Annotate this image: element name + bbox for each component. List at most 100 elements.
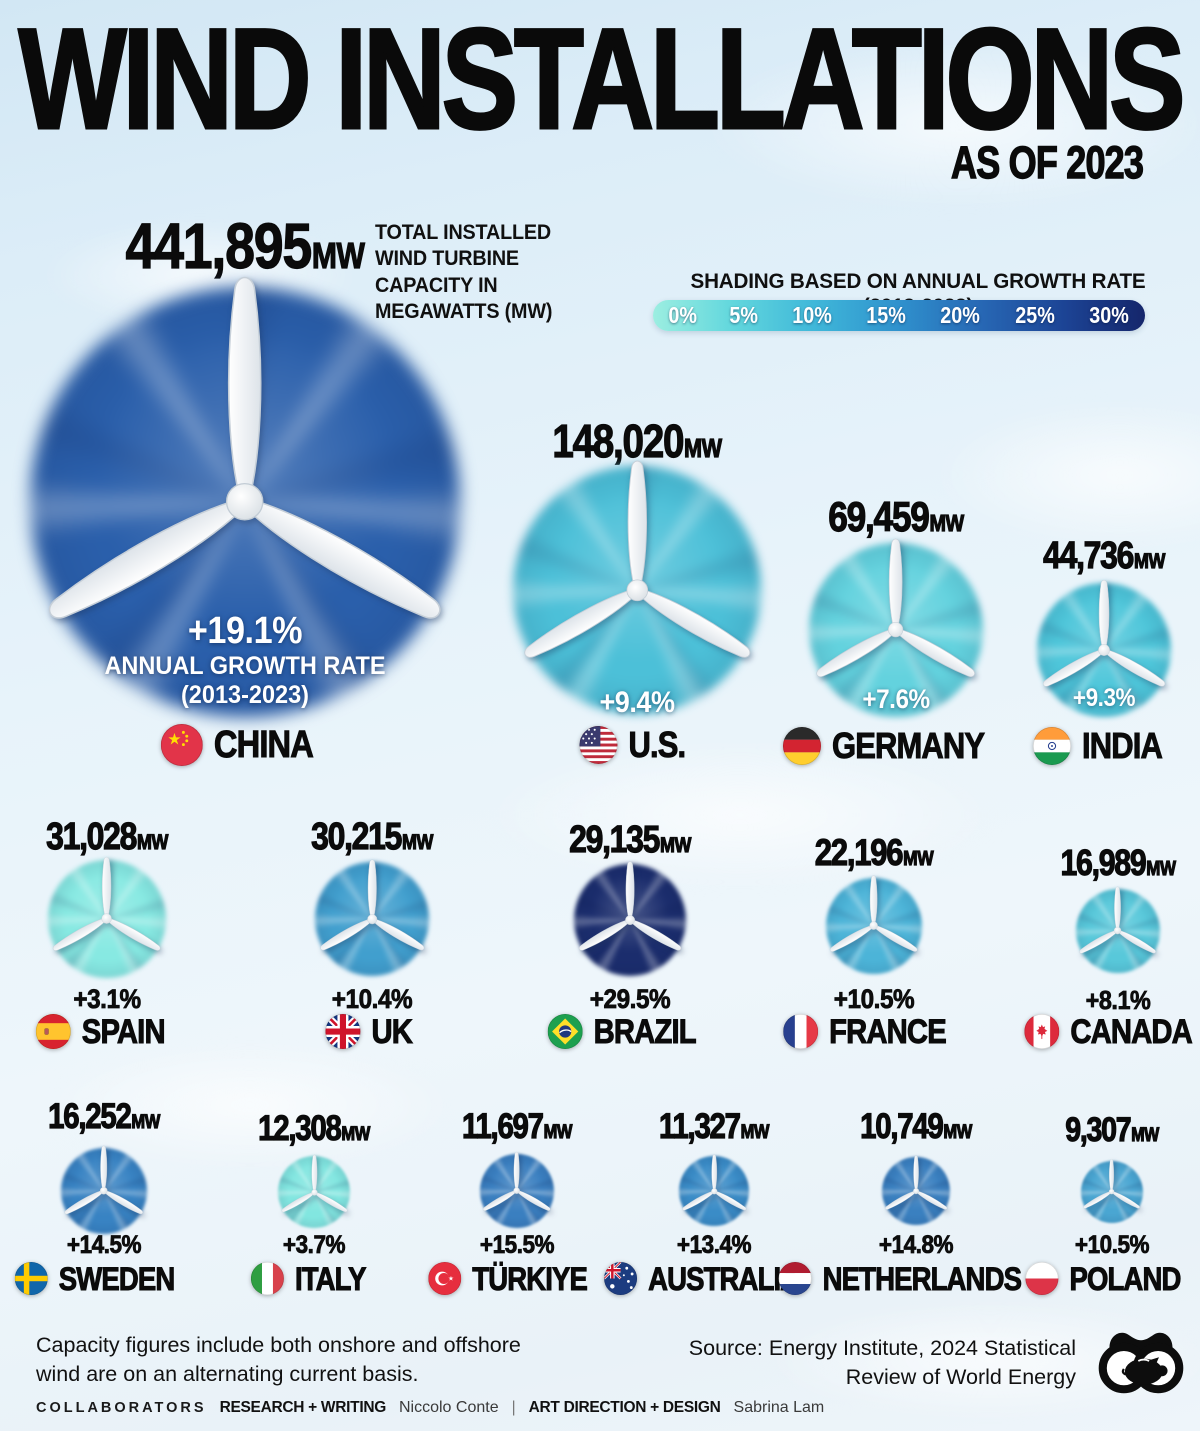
- country-tag: TÜRKIYE: [428, 1262, 605, 1295]
- country-tag: POLAND: [1025, 1262, 1198, 1295]
- growth-rate-color-scale: 0% 5% 10% 15% 20% 25% 30%: [653, 300, 1145, 331]
- capacity-annotation: TOTAL INSTALLED WIND TURBINE CAPACITY IN…: [375, 220, 553, 324]
- growth-rate: +3.7%: [282, 1231, 346, 1259]
- country-tag: ITALY: [250, 1260, 377, 1297]
- country-name: TÜRKIYE: [472, 1260, 588, 1297]
- country-name: CHINA: [213, 724, 314, 766]
- growth-rate: +8.1%: [1085, 985, 1151, 1015]
- flag-poland-icon: [1025, 1262, 1059, 1295]
- country-name: ITALY: [294, 1260, 367, 1297]
- country-tag: SPAIN: [35, 1012, 178, 1051]
- country-tag: FRANCE: [783, 1014, 965, 1049]
- flag-france-icon: [783, 1014, 819, 1049]
- footnote-line2: wind are on an alternating current basis…: [36, 1361, 419, 1386]
- source-line2: Review of World Energy: [845, 1364, 1076, 1389]
- flag-germany-icon: [782, 727, 821, 765]
- credit-role: RESEARCH + WRITING: [219, 1399, 387, 1416]
- capacity-value: 148,020MW: [552, 415, 723, 467]
- country-tag: BRAZIL: [547, 1014, 713, 1049]
- growth-rate: +15.5%: [479, 1231, 555, 1259]
- flag-india-icon: [1033, 727, 1071, 765]
- page-title: WIND INSTALLATIONS: [17, 0, 1186, 159]
- capacity-value: 11,327MW: [658, 1107, 770, 1146]
- country-tag: GERMANY: [782, 725, 1009, 766]
- growth-rate: +14.5%: [66, 1231, 142, 1259]
- collaborators-row: COLLABORATORS RESEARCH + WRITING Niccolo…: [36, 1399, 824, 1417]
- growth-rate: +29.5%: [589, 984, 671, 1014]
- credit-name: Sabrina Lam: [733, 1399, 825, 1416]
- growth-rate: +10.5%: [1074, 1231, 1150, 1259]
- wind-turbine-icon: [1068, 881, 1167, 980]
- flag-netherlands-icon: [778, 1262, 812, 1295]
- capacity-value: 30,215MW: [311, 816, 434, 858]
- footnote-line1: Capacity figures include both onshore an…: [36, 1333, 521, 1357]
- country-name: SWEDEN: [58, 1260, 175, 1297]
- wind-turbine-icon: [473, 1147, 560, 1234]
- capacity-value: 69,459MW: [828, 493, 965, 540]
- country-name: NETHERLANDS: [822, 1260, 1022, 1297]
- flag-us-icon: [579, 726, 618, 764]
- country-name: CANADA: [1070, 1012, 1193, 1051]
- flag-turkiye-icon: [428, 1262, 462, 1295]
- capacity-value: 31,028MW: [46, 816, 169, 858]
- country-name: UK: [371, 1012, 413, 1051]
- growth-rate: +13.4%: [676, 1231, 752, 1259]
- capacity-value: 12,308MW: [258, 1109, 371, 1148]
- legend-tick: 25%: [1014, 302, 1055, 328]
- wind-turbine-icon: [305, 852, 440, 987]
- country-tag: INDIA: [1033, 727, 1175, 765]
- credit-role: ART DIRECTION + DESIGN: [528, 1399, 721, 1416]
- capacity-value: 16,252MW: [48, 1097, 161, 1136]
- wind-turbine-icon: [876, 1151, 956, 1231]
- country-name: AUSTRALIA: [648, 1260, 801, 1297]
- legend-tick: 10%: [792, 302, 832, 328]
- visual-capitalist-logo: [1098, 1332, 1184, 1394]
- collaborators-label: COLLABORATORS: [36, 1400, 207, 1416]
- wind-turbine-icon: [564, 854, 696, 986]
- growth-rate: +9.4%: [599, 686, 675, 719]
- capacity-value: 9,307MW: [1065, 1111, 1160, 1149]
- flag-australia-icon: [604, 1262, 638, 1295]
- country-name: INDIA: [1082, 725, 1164, 766]
- legend-tick: 0%: [668, 302, 697, 328]
- wind-turbine-icon: [53, 1140, 154, 1241]
- country-name: SPAIN: [81, 1012, 166, 1051]
- capacity-value: 10,749MW: [860, 1107, 973, 1146]
- capacity-value: 11,697MW: [461, 1107, 573, 1146]
- footnote: Capacity figures include both onshore an…: [36, 1331, 521, 1389]
- growth-note-line1: ANNUAL GROWTH RATE: [104, 652, 386, 680]
- growth-rate: +10.5%: [833, 984, 915, 1014]
- flag-china-icon: [160, 724, 203, 766]
- growth-rate: +7.6%: [862, 684, 930, 714]
- country-tag: CHINA: [160, 724, 329, 766]
- growth-note-line2: (2013-2023): [180, 681, 310, 709]
- country-tag: SWEDEN: [14, 1260, 193, 1297]
- capacity-value: 44,736MW: [1043, 535, 1166, 577]
- flag-sweden-icon: [14, 1262, 48, 1295]
- country-tag: NETHERLANDS: [778, 1260, 1054, 1297]
- country-name: POLAND: [1069, 1260, 1182, 1297]
- growth-rate: +10.4%: [331, 984, 413, 1014]
- flag-brazil-icon: [547, 1014, 583, 1049]
- country-tag: U.S.: [579, 726, 694, 764]
- capacity-value: 16,989MW: [1060, 842, 1176, 883]
- source-credit: Source: Energy Institute, 2024 Statistic…: [689, 1334, 1076, 1392]
- flag-spain-icon: [35, 1014, 71, 1049]
- country-name: GERMANY: [831, 725, 986, 766]
- wind-turbine-icon: [272, 1150, 357, 1235]
- country-tag: CANADA: [1024, 1014, 1200, 1049]
- source-line1: Source: Energy Institute, 2024 Statistic…: [688, 1336, 1076, 1360]
- growth-rate: +9.3%: [1072, 684, 1136, 712]
- flag-italy-icon: [250, 1262, 284, 1295]
- wind-turbine-icon: [673, 1150, 756, 1233]
- country-name: FRANCE: [829, 1012, 947, 1051]
- country-name: U.S.: [628, 724, 686, 765]
- growth-rate: +3.1%: [73, 984, 141, 1014]
- country-tag: AUSTRALIA: [604, 1262, 824, 1295]
- wind-turbine-icon: [1075, 1155, 1148, 1228]
- flag-uk-icon: [325, 1014, 361, 1049]
- legend-tick: 20%: [940, 302, 981, 328]
- flag-canada-icon: [1024, 1014, 1060, 1049]
- wind-turbine-icon: [37, 849, 176, 988]
